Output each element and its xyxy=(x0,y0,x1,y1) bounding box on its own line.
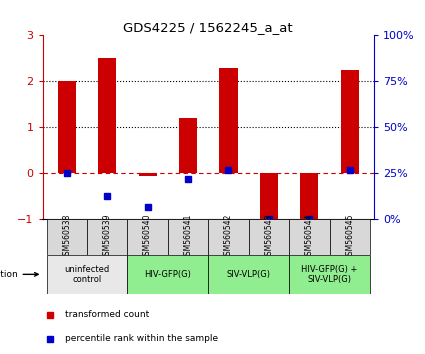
Bar xyxy=(341,70,359,173)
Bar xyxy=(329,219,370,255)
Bar xyxy=(219,68,238,173)
Text: GSM560543: GSM560543 xyxy=(264,214,273,261)
Bar xyxy=(128,255,208,294)
Text: GSM560541: GSM560541 xyxy=(184,214,193,261)
Bar xyxy=(58,81,76,173)
Bar xyxy=(260,173,278,219)
Bar xyxy=(300,173,318,219)
Text: HIV-GFP(G): HIV-GFP(G) xyxy=(144,270,191,279)
Text: percentile rank within the sample: percentile rank within the sample xyxy=(65,335,218,343)
Text: SIV-VLP(G): SIV-VLP(G) xyxy=(227,270,271,279)
Bar xyxy=(87,219,128,255)
Text: GSM560545: GSM560545 xyxy=(345,214,354,261)
Bar xyxy=(128,219,168,255)
Text: HIV-GFP(G) +
SIV-VLP(G): HIV-GFP(G) + SIV-VLP(G) xyxy=(301,265,358,284)
Text: GSM560538: GSM560538 xyxy=(62,214,71,261)
Text: GSM560542: GSM560542 xyxy=(224,214,233,261)
Bar xyxy=(208,255,289,294)
Text: uninfected
control: uninfected control xyxy=(64,265,110,284)
Text: GSM560544: GSM560544 xyxy=(305,214,314,261)
Bar xyxy=(249,219,289,255)
Bar xyxy=(47,255,128,294)
Bar xyxy=(179,118,197,173)
Bar xyxy=(139,173,157,176)
Bar xyxy=(289,255,370,294)
Title: GDS4225 / 1562245_a_at: GDS4225 / 1562245_a_at xyxy=(123,21,293,34)
Text: infection: infection xyxy=(0,270,38,279)
Bar xyxy=(47,219,87,255)
Bar xyxy=(98,58,116,173)
Text: GSM560540: GSM560540 xyxy=(143,214,152,261)
Bar xyxy=(208,219,249,255)
Text: transformed count: transformed count xyxy=(65,310,150,319)
Bar xyxy=(289,219,329,255)
Text: GSM560539: GSM560539 xyxy=(103,214,112,261)
Bar xyxy=(168,219,208,255)
